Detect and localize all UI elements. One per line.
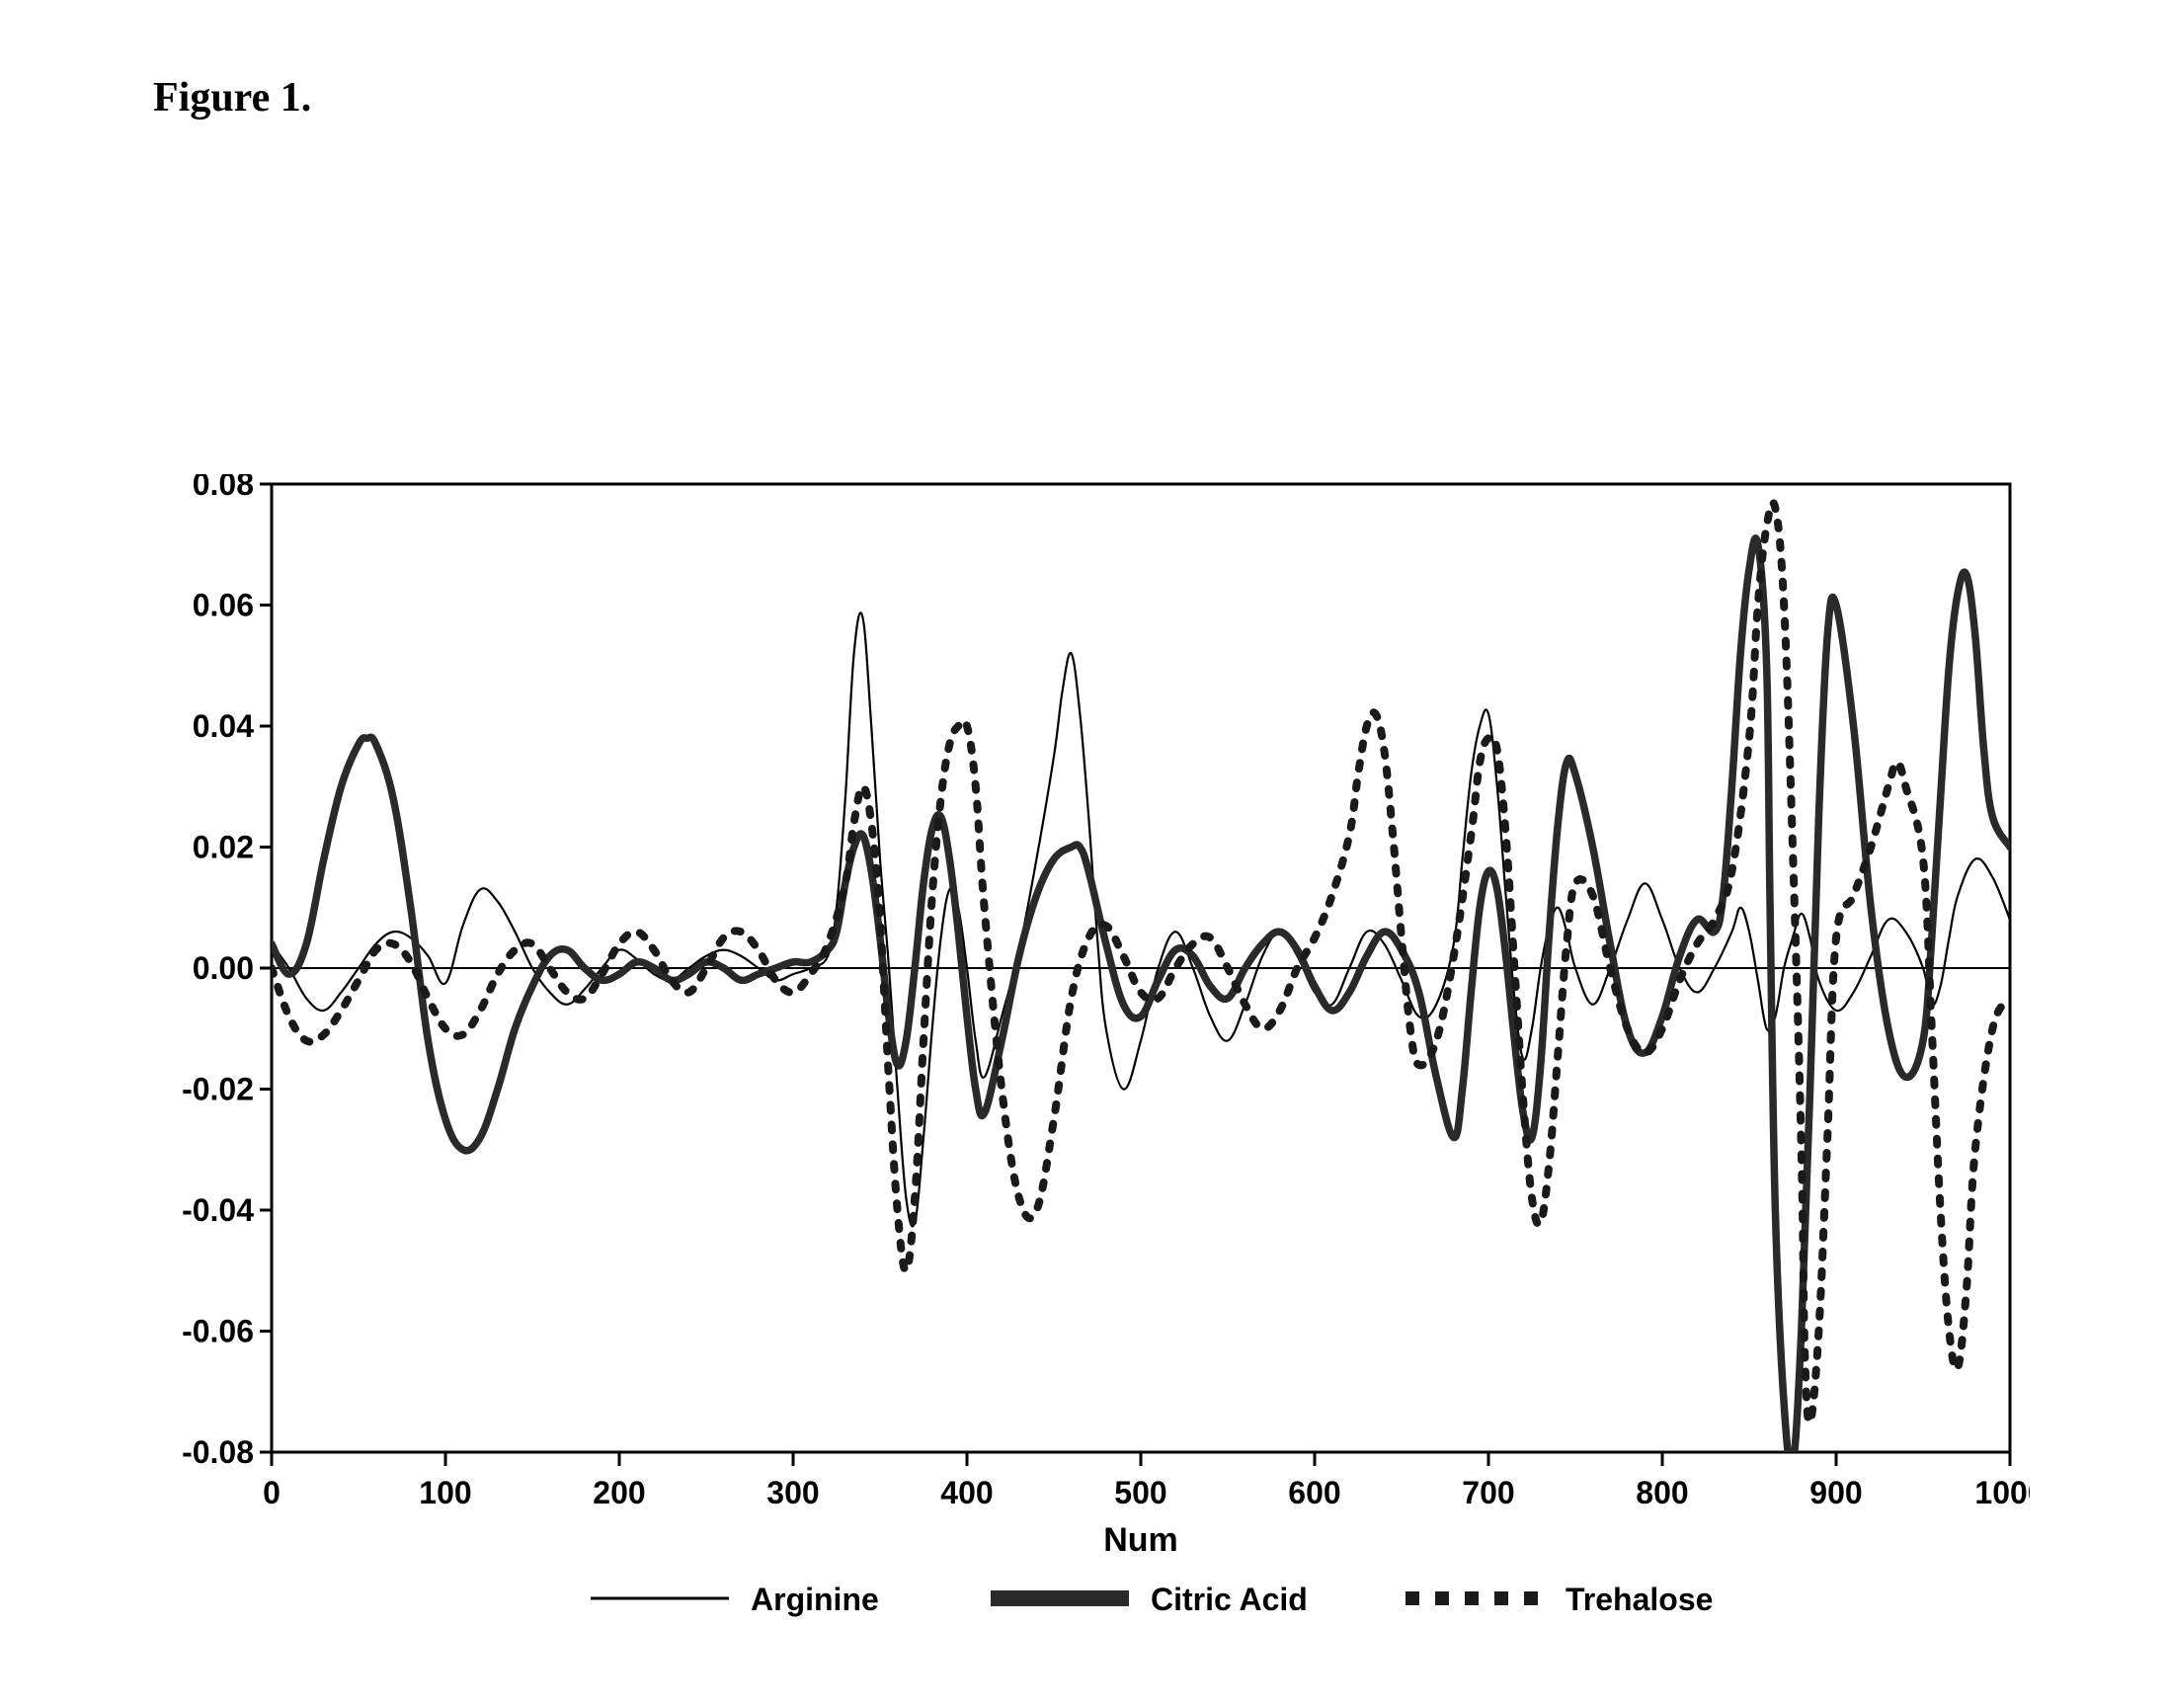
page: Figure 1. -0.08 -0.06 -0.04 -0.02 0.00 0.02 0.…: [0, 0, 2168, 1708]
x-tick-label: 700: [1462, 1475, 1514, 1510]
y-tick-label: -0.04: [182, 1192, 254, 1228]
figure-title: Figure 1.: [153, 74, 311, 122]
y-tick-label: 0.06: [193, 588, 254, 623]
y-tick-label: 0.08: [193, 474, 254, 502]
x-tick-label: 400: [940, 1475, 993, 1510]
y-tick-label: 0.00: [193, 950, 254, 986]
legend-label: Trehalose: [1566, 1582, 1713, 1617]
x-tick-label: 300: [766, 1475, 819, 1510]
legend-label: Citric Acid: [1151, 1582, 1308, 1617]
x-tick-label: 900: [1809, 1475, 1862, 1510]
x-tick-label: 600: [1288, 1475, 1340, 1510]
x-tick-label: 0: [263, 1475, 281, 1510]
x-axis-label: Num: [1103, 1521, 1178, 1559]
line-chart: -0.08 -0.06 -0.04 -0.02 0.00 0.02 0.04 0.06 0.08…: [153, 474, 2030, 1640]
y-tick-label: -0.02: [182, 1072, 254, 1107]
y-tick-label: 0.04: [193, 708, 254, 744]
x-tick-label: 1000: [1974, 1475, 2030, 1510]
x-tick-label: 100: [419, 1475, 471, 1510]
y-tick-label: -0.08: [182, 1434, 254, 1470]
y-tick-label: 0.02: [193, 830, 254, 865]
chart-container: -0.08 -0.06 -0.04 -0.02 0.00 0.02 0.04 0.06 0.08…: [153, 474, 2030, 1640]
y-tick-label: -0.06: [182, 1314, 254, 1349]
x-tick-label: 200: [593, 1475, 645, 1510]
legend-label: Arginine: [751, 1582, 879, 1617]
x-tick-label: 500: [1114, 1475, 1166, 1510]
x-tick-label: 800: [1636, 1475, 1688, 1510]
